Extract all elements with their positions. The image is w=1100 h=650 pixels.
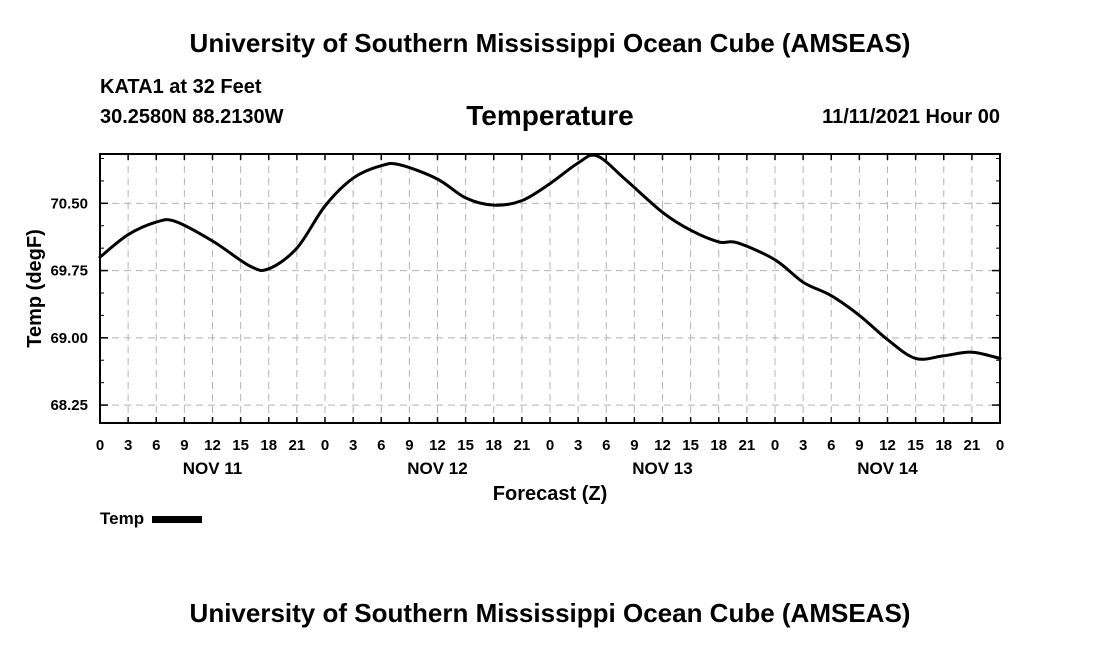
x-tick-label: 0 — [321, 437, 329, 454]
data-point — [465, 197, 466, 198]
series-line-temp — [98, 153, 1002, 361]
data-point — [175, 221, 176, 222]
x-day-label: NOV 13 — [632, 459, 692, 478]
x-tick-label: 6 — [602, 437, 610, 454]
x-tick-label: 12 — [654, 437, 671, 454]
x-tick-label: 0 — [96, 437, 104, 454]
plot-frame — [99, 153, 1001, 424]
legend-label-temp: Temp — [100, 509, 145, 528]
y-tick-label: 69.75 — [50, 263, 88, 280]
data-point — [662, 212, 663, 213]
data-point — [353, 178, 354, 179]
x-tick-label: 9 — [180, 437, 188, 454]
data-point — [859, 315, 860, 316]
legend-swatch-temp — [152, 516, 203, 524]
series-layer — [98, 153, 1002, 361]
x-tick-label: 18 — [935, 437, 952, 454]
x-tick-label: 15 — [232, 437, 249, 454]
x-day-label: NOV 14 — [857, 459, 918, 478]
data-point — [690, 230, 691, 231]
forecast-datetime: 11/11/2021 Hour 00 — [822, 106, 1000, 128]
data-point — [550, 183, 551, 184]
x-tick-label: 3 — [574, 437, 582, 454]
x-tick-label: 9 — [855, 437, 863, 454]
x-tick-label: 9 — [630, 437, 638, 454]
x-tick-label: 6 — [827, 437, 835, 454]
data-point — [156, 222, 157, 223]
y-tick-label: 68.25 — [50, 397, 88, 414]
x-tick-label: 15 — [907, 437, 924, 454]
x-tick-label: 21 — [964, 437, 981, 454]
data-point — [268, 268, 269, 269]
data-point — [943, 355, 944, 356]
data-point — [493, 205, 494, 206]
data-point — [718, 241, 719, 242]
x-tick-label: 3 — [349, 437, 357, 454]
x-tick-label: 0 — [996, 437, 1004, 454]
data-point — [887, 339, 888, 340]
data-point — [625, 179, 626, 180]
x-tick-label: 18 — [710, 437, 727, 454]
x-tick-label: 21 — [739, 437, 756, 454]
x-tick-label: 18 — [485, 437, 502, 454]
x-tick-label: 9 — [405, 437, 413, 454]
x-day-label: NOV 11 — [183, 459, 243, 478]
data-point — [578, 163, 579, 164]
data-point — [803, 282, 804, 283]
x-tick-label: 6 — [377, 437, 385, 454]
data-point — [296, 248, 297, 249]
data-point — [971, 352, 972, 353]
data-point — [128, 234, 129, 235]
data-point — [212, 241, 213, 242]
data-point — [325, 206, 326, 207]
data-point — [596, 155, 597, 156]
station-name: KATA1 at 32 Feet — [100, 76, 262, 98]
x-tick-label: 15 — [457, 437, 474, 454]
legend: Temp — [100, 509, 203, 529]
x-tick-label: 12 — [879, 437, 896, 454]
x-tick-label: 3 — [124, 437, 132, 454]
x-tick-label: 6 — [152, 437, 160, 454]
y-tick-label: 69.00 — [50, 330, 88, 347]
x-axis-title: Forecast (Z) — [493, 483, 607, 505]
x-tick-label: 21 — [514, 437, 531, 454]
x-tick-label: 3 — [799, 437, 807, 454]
footer-title: University of Southern Mississippi Ocean… — [189, 598, 911, 628]
x-tick-label: 15 — [682, 437, 699, 454]
x-tick-label: 12 — [429, 437, 446, 454]
station-coordinates: 30.2580N 88.2130W — [100, 106, 284, 128]
chart-main-title: University of Southern Mississippi Ocean… — [189, 28, 911, 58]
axis-tick-labels: 0 3 6 9 12 15 18 21 0 3 6 9 12 15 18 21 0 3 6 9 12 15 18 21 0 3 6 9… — [50, 195, 1004, 478]
x-tick-label: 21 — [289, 437, 306, 454]
data-point — [737, 242, 738, 243]
data-point — [831, 295, 832, 296]
data-point — [521, 200, 522, 201]
data-point — [775, 259, 776, 260]
x-tick-label: 18 — [260, 437, 277, 454]
parameter-title: Temperature — [466, 100, 634, 131]
data-point — [437, 179, 438, 180]
grid-lines — [100, 154, 1000, 423]
x-tick-label: 0 — [771, 437, 779, 454]
x-day-label: NOV 12 — [407, 459, 467, 478]
y-tick-label: 70.50 — [50, 195, 88, 212]
x-tick-label: 12 — [204, 437, 221, 454]
data-point — [915, 358, 916, 359]
data-point — [400, 164, 401, 165]
x-tick-label: 0 — [546, 437, 554, 454]
data-point — [250, 266, 251, 267]
data-point — [381, 165, 382, 166]
y-axis-title: Temp (degF) — [24, 229, 46, 348]
